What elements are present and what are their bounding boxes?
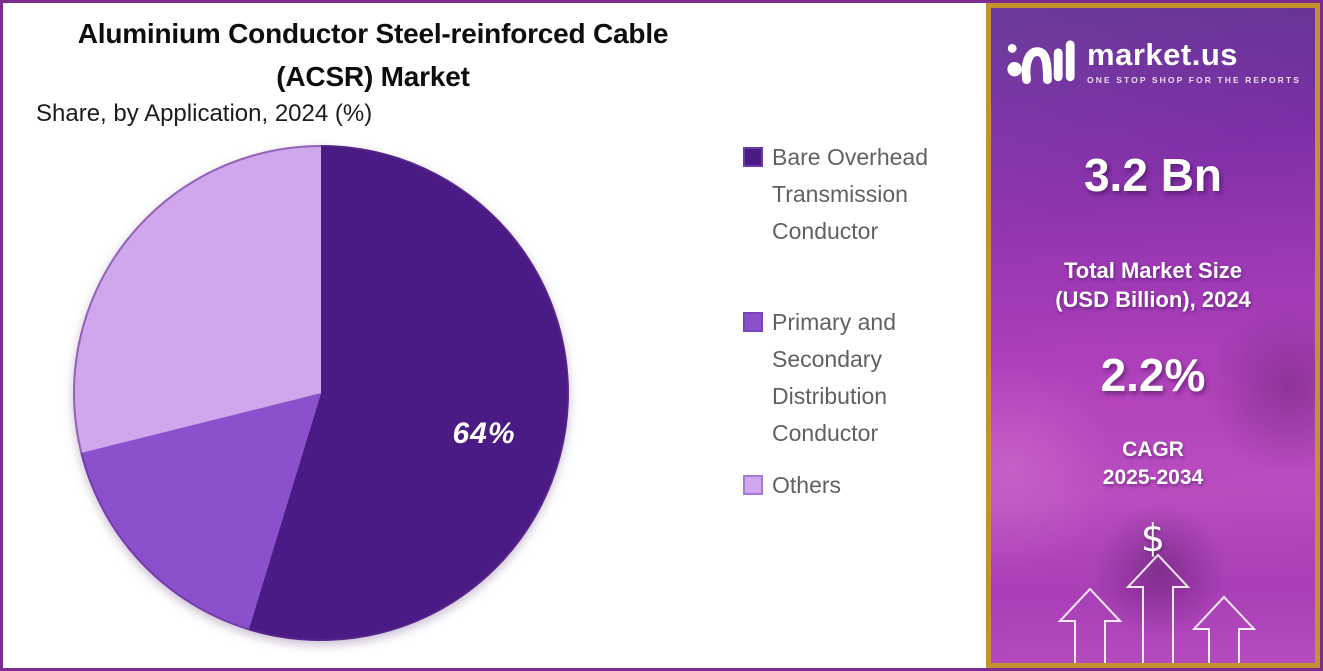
legend-label: Primary and Secondary Distribution Condu… [772,309,896,446]
legend-swatch [743,147,763,167]
total-market-size-label: Total Market Size (USD Billion), 2024 [1055,258,1251,313]
legend-item: Others [743,467,978,504]
total-market-size-value: 3.2 Bn [1083,149,1223,201]
dollar-sign-icon: $ [1140,516,1166,560]
pie-outline [73,145,569,641]
legend-label: Bare Overhead Transmission Conductor [772,144,928,244]
pie-slice [73,145,321,453]
legend-item: Primary and Secondary Distribution Condu… [743,304,978,452]
cagr-label: CAGR 2025-2034 [1102,438,1204,490]
cagr-value: 2.2% [1100,349,1206,401]
pie-chart [73,145,569,641]
chart-subtitle: Share, by Application, 2024 (%) [36,100,373,127]
pie-slice-data-label: 64% [452,417,516,450]
market-us-logo: market.us ONE STOP SHOP FOR THE REPORTS [991,34,1315,90]
legend-item: Bare Overhead Transmission Conductor [743,139,978,250]
logo-tagline: ONE STOP SHOP FOR THE REPORTS [1087,74,1301,85]
market-us-logo-icon [1007,40,1075,84]
pie-slice [80,393,322,631]
logo-text: market.us [1087,37,1238,73]
pie-slice [248,145,569,641]
growth-arrows-icon [1057,553,1257,663]
chart-title: Aluminium Conductor Steel-reinforced Cab… [77,18,669,92]
legend-swatch [743,475,763,495]
legend-swatch [743,312,763,332]
chart-legend: Bare Overhead Transmission Conductor Pri… [743,139,978,504]
brand-panel: market.us ONE STOP SHOP FOR THE REPORTS … [986,3,1320,668]
chart-panel: Aluminium Conductor Steel-reinforced Cab… [3,3,989,668]
legend-label: Others [772,472,842,498]
